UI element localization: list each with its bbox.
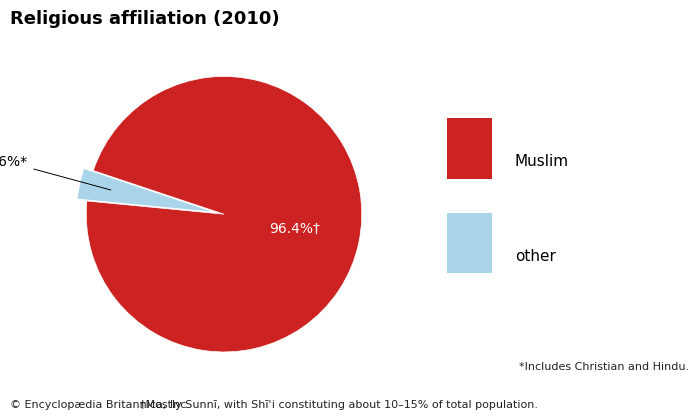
Text: †Mostly Sunnī, with Shīʿi constituting about 10–15% of total population.: †Mostly Sunnī, with Shīʿi constituting a… [140, 399, 538, 409]
Text: 96.4%†: 96.4%† [269, 222, 319, 236]
Wedge shape [78, 168, 215, 212]
Text: Muslim: Muslim [514, 154, 569, 169]
Text: Religious affiliation (2010): Religious affiliation (2010) [10, 10, 280, 29]
Text: © Encyclopædia Britannica, Inc.: © Encyclopædia Britannica, Inc. [10, 399, 190, 409]
Text: other: other [514, 249, 556, 264]
FancyBboxPatch shape [447, 118, 492, 178]
Wedge shape [86, 76, 362, 352]
Text: 3.6%*: 3.6%* [0, 155, 111, 190]
Text: *Includes Christian and Hindu.: *Includes Christian and Hindu. [519, 362, 690, 372]
FancyBboxPatch shape [447, 213, 492, 273]
